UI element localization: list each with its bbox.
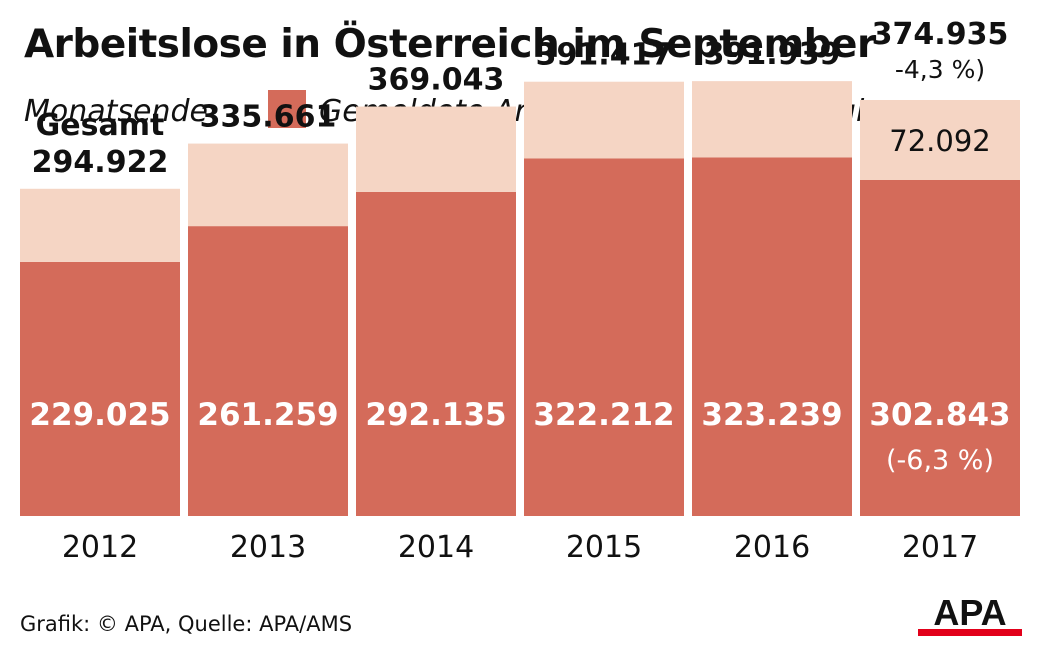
apa-logo-bar: [918, 629, 1022, 636]
apa-logo-text: APA: [933, 594, 1006, 633]
chart-title: Arbeitslose in Österreich im September: [24, 22, 876, 67]
total-change-annotation: -4,3 %): [895, 55, 985, 84]
value-label-gemeldete-2012: 229.025: [29, 397, 170, 433]
bar-schulung-2017: [860, 100, 1020, 180]
legend-subtitle: Monatsende: [24, 94, 208, 129]
x-tick-label-2013: 2013: [230, 530, 306, 565]
apa-logo: APA: [918, 594, 1022, 636]
x-tick-label-2012: 2012: [62, 530, 138, 565]
bar-schulung-2012: [20, 188, 180, 262]
value-label-schulung-2017: 72.092: [889, 124, 990, 158]
bar-schulung-2014: [356, 106, 516, 192]
value-label-gemeldete-2017: 302.843: [869, 397, 1010, 433]
legend-swatch-gemeldete: [268, 90, 306, 128]
value-label-gemeldete-2014: 292.135: [365, 397, 506, 433]
x-tick-label-2017: 2017: [902, 530, 978, 565]
bar-gemeldete-2015: [524, 158, 684, 516]
source-credit: Grafik: © APA, Quelle: APA/AMS: [20, 612, 353, 636]
bar-schulung-2016: [692, 81, 852, 158]
total-label-2015: 391.417: [536, 38, 673, 73]
value-label-gemeldete-2013: 261.259: [197, 397, 338, 433]
bar-gemeldete-2014: [356, 191, 516, 516]
total-label-2016: 391.939: [704, 37, 841, 72]
total-label-2013: 335.661: [200, 100, 337, 135]
x-tick-label-2014: 2014: [398, 530, 474, 565]
bar-gemeldete-2016: [692, 157, 852, 516]
value-label-gemeldete-2015: 322.212: [533, 397, 674, 433]
total-label-2014: 369.043: [368, 63, 505, 98]
x-tick-label-2015: 2015: [566, 530, 642, 565]
total-prefix-label: Gesamt: [36, 108, 165, 143]
x-tick-label-2016: 2016: [734, 530, 810, 565]
total-label-2012: 294.922: [32, 145, 169, 180]
bar-gemeldete-2012: [20, 261, 180, 516]
gemeldete-change-annotation: (-6,3 %): [886, 445, 994, 476]
bar-schulung-2013: [188, 143, 348, 227]
value-label-gemeldete-2016: 323.239: [701, 397, 842, 433]
bar-gemeldete-2013: [188, 226, 348, 516]
bar-schulung-2015: [524, 81, 684, 159]
bar-gemeldete-2017: [860, 179, 1020, 517]
total-label-2017: 374.935: [872, 17, 1009, 52]
